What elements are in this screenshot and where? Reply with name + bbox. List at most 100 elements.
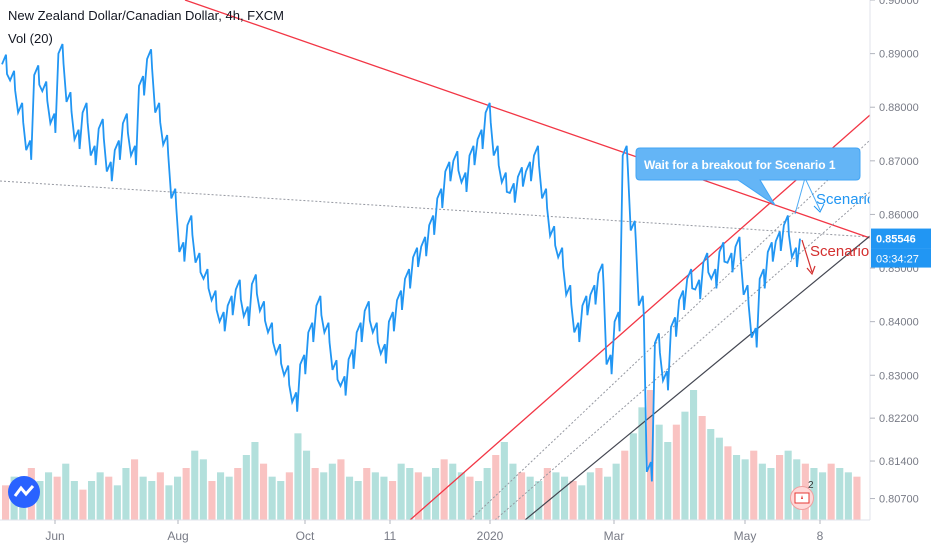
volume-label: Vol (20) (8, 31, 53, 46)
y-tick-label: 0.81400 (879, 456, 919, 468)
volume-bar (552, 472, 560, 520)
volume-bar (423, 476, 431, 520)
volume-bar (836, 468, 844, 520)
volume-bar (88, 481, 96, 520)
volume-bar (475, 481, 483, 520)
volume-bar (750, 450, 758, 520)
volume-bar (96, 472, 104, 520)
support-line (524, 235, 871, 521)
volume-bar (260, 463, 268, 520)
volume-bar (707, 429, 715, 520)
volume-bar (543, 468, 551, 520)
volume-bar (569, 481, 577, 520)
volume-bar (397, 463, 405, 520)
volume-bar (389, 481, 397, 520)
volume-bar (174, 476, 182, 520)
volume-bar (406, 468, 414, 520)
volume-bar (225, 476, 233, 520)
volume-bar (432, 468, 440, 520)
volume-bars (2, 390, 861, 520)
volume-bar (191, 450, 199, 520)
volume-bar (45, 472, 53, 520)
countdown-badge (871, 248, 931, 268)
trendlines (0, 0, 871, 521)
volume-bar (784, 450, 792, 520)
event-count: 2 (808, 480, 814, 491)
volume-bar (328, 463, 336, 520)
volume-bar (500, 442, 508, 520)
y-tick-label: 0.82200 (879, 413, 919, 425)
volume-bar (2, 485, 10, 520)
x-tick-label: 11 (384, 529, 397, 543)
volume-bar (492, 455, 500, 520)
callout-text: Wait for a breakout for Scenario 1 (644, 158, 836, 172)
volume-bar (337, 459, 345, 520)
volume-bar (320, 472, 328, 520)
volume-bar (483, 468, 491, 520)
volume-bar (535, 481, 543, 520)
y-tick-label: 0.90000 (879, 0, 919, 7)
volume-bar (414, 472, 422, 520)
volume-bar (268, 476, 276, 520)
y-axis[interactable]: 0.900000.890000.880000.870000.860000.850… (869, 0, 932, 550)
tradingview-logo-icon[interactable] (8, 476, 40, 508)
x-tick-label: Jun (45, 529, 64, 543)
volume-bar (629, 433, 637, 520)
volume-bar (156, 472, 164, 520)
volume-bar (733, 455, 741, 520)
volume-bar (655, 424, 663, 520)
volume-bar (638, 407, 646, 520)
volume-bar (363, 468, 371, 520)
volume-bar (595, 468, 603, 520)
volume-bar (36, 481, 44, 520)
volume-bar (612, 463, 620, 520)
volume-bar (199, 459, 207, 520)
volume-bar (466, 476, 474, 520)
volume-bar (741, 459, 749, 520)
volume-bar (518, 472, 526, 520)
volume-bar (217, 472, 225, 520)
volume-bar (277, 481, 285, 520)
volume-bar (105, 476, 113, 520)
ascending-trendline (409, 114, 871, 521)
volume-bar (698, 416, 706, 520)
volume-bar (380, 476, 388, 520)
volume-bar (509, 463, 517, 520)
volume-bar (53, 476, 61, 520)
volume-bar (561, 476, 569, 520)
x-tick-label: Aug (167, 529, 188, 543)
volume-bar (776, 455, 784, 520)
volume-bar (672, 424, 680, 520)
y-tick-label: 0.89000 (879, 49, 919, 61)
descending-trendline (184, 0, 871, 239)
volume-bar (715, 437, 723, 520)
chart-title: New Zealand Dollar/Canadian Dollar, 4h, … (8, 8, 285, 23)
volume-bar (767, 468, 775, 520)
price-line (1, 43, 801, 482)
volume-bar (371, 472, 379, 520)
volume-bar (70, 481, 78, 520)
volume-bar (131, 459, 139, 520)
volume-bar (208, 481, 216, 520)
volume-bar (586, 472, 594, 520)
volume-bar (844, 472, 852, 520)
y-tick-label: 0.86000 (879, 209, 919, 221)
volume-bar (148, 481, 156, 520)
volume-bar (251, 442, 259, 520)
volume-bar (578, 485, 586, 520)
price-series (1, 43, 801, 482)
x-tick-label: Oct (296, 529, 315, 543)
scenario2-label: Scenario 2 (810, 243, 882, 260)
countdown-value: 03:34:27 (876, 254, 919, 266)
volume-bar (234, 468, 242, 520)
volume-bar (294, 433, 302, 520)
volume-bar (827, 463, 835, 520)
canada-flag-icon[interactable] (790, 486, 814, 510)
volume-bar (62, 463, 70, 520)
callout-box (635, 147, 861, 206)
volume-bar (664, 442, 672, 520)
scenario2-arrowhead (806, 265, 816, 276)
x-axis[interactable]: Jun Aug Oct 11 2020 Mar May 8 (0, 519, 870, 543)
